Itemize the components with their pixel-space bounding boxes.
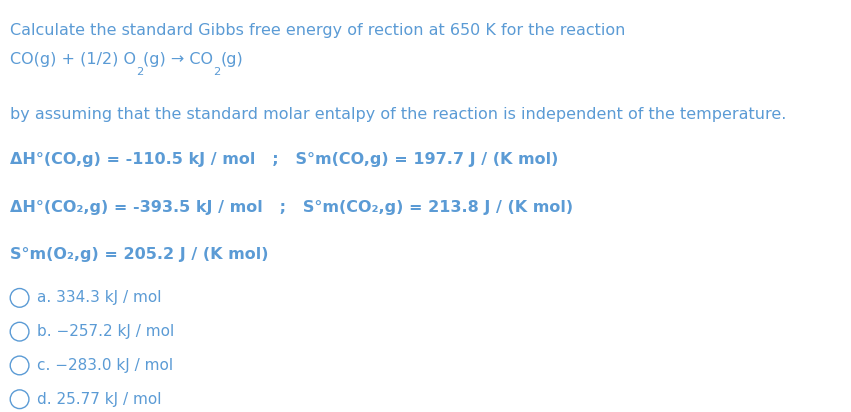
Text: by assuming that the standard molar entalpy of the reaction is independent of th: by assuming that the standard molar enta… (10, 107, 786, 122)
Text: 2: 2 (214, 68, 220, 77)
Text: d. 25.77 kJ / mol: d. 25.77 kJ / mol (37, 392, 162, 407)
Text: Calculate the standard Gibbs free energy of rection at 650 K for the reaction: Calculate the standard Gibbs free energy… (10, 23, 625, 37)
Text: b. −257.2 kJ / mol: b. −257.2 kJ / mol (37, 324, 174, 339)
Text: CO(g) + (1/2) O: CO(g) + (1/2) O (10, 52, 136, 67)
Text: c. −283.0 kJ / mol: c. −283.0 kJ / mol (37, 358, 174, 373)
Text: 2: 2 (136, 68, 144, 77)
Text: S°m(O₂,g) = 205.2 J / (K mol): S°m(O₂,g) = 205.2 J / (K mol) (10, 247, 269, 262)
Text: ΔH°(CO₂,g) = -393.5 kJ / mol   ;   S°m(CO₂,g) = 213.8 J / (K mol): ΔH°(CO₂,g) = -393.5 kJ / mol ; S°m(CO₂,g… (10, 200, 574, 215)
Text: a. 334.3 kJ / mol: a. 334.3 kJ / mol (37, 290, 162, 305)
Text: (g): (g) (220, 52, 243, 67)
Text: ΔH°(CO,g) = -110.5 kJ / mol   ;   S°m(CO,g) = 197.7 J / (K mol): ΔH°(CO,g) = -110.5 kJ / mol ; S°m(CO,g) … (10, 152, 558, 167)
Text: (g) → CO: (g) → CO (144, 52, 214, 67)
